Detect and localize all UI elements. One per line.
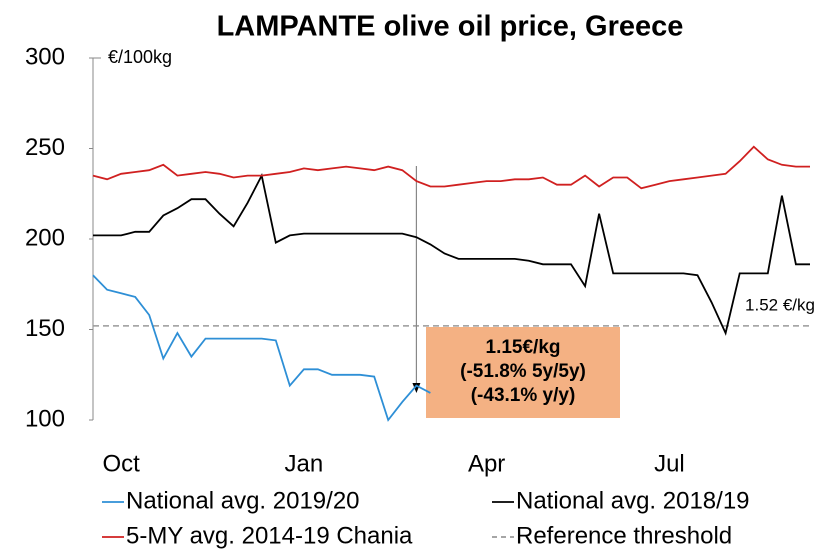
x-tick-label: Jan [285, 450, 324, 477]
annotation-text: 1.15€/kg [486, 337, 561, 358]
x-tick-label: Jul [654, 450, 685, 477]
threshold-label: 1.52 €/kg [745, 295, 815, 314]
chart-title: LAMPANTE olive oil price, Greece [217, 11, 684, 43]
series-line [92, 145, 810, 190]
y-tick-label: 250 [25, 134, 65, 161]
legend-label: National avg. 2019/20 [126, 487, 360, 514]
legend-label: 5-MY avg. 2014-19 Chania [126, 522, 413, 549]
annotation-arrowhead [412, 383, 421, 393]
legend-label: Reference threshold [516, 522, 732, 549]
x-tick-label: Apr [468, 450, 505, 477]
annotation-box [426, 327, 620, 418]
x-tick-label: Oct [102, 450, 140, 477]
series-line [92, 274, 431, 422]
series-line [93, 172, 810, 336]
legend-label: National avg. 2018/19 [516, 487, 750, 514]
annotation-text: (-43.1% y/y) [471, 385, 576, 406]
y-tick-label: 100 [25, 405, 65, 432]
y-tick-label: 300 [25, 43, 65, 70]
y-tick-label: 150 [25, 315, 65, 342]
annotation-text: (-51.8% 5y/5y) [460, 361, 586, 382]
y-unit: €/100kg [108, 47, 172, 67]
y-tick-label: 200 [25, 224, 65, 251]
